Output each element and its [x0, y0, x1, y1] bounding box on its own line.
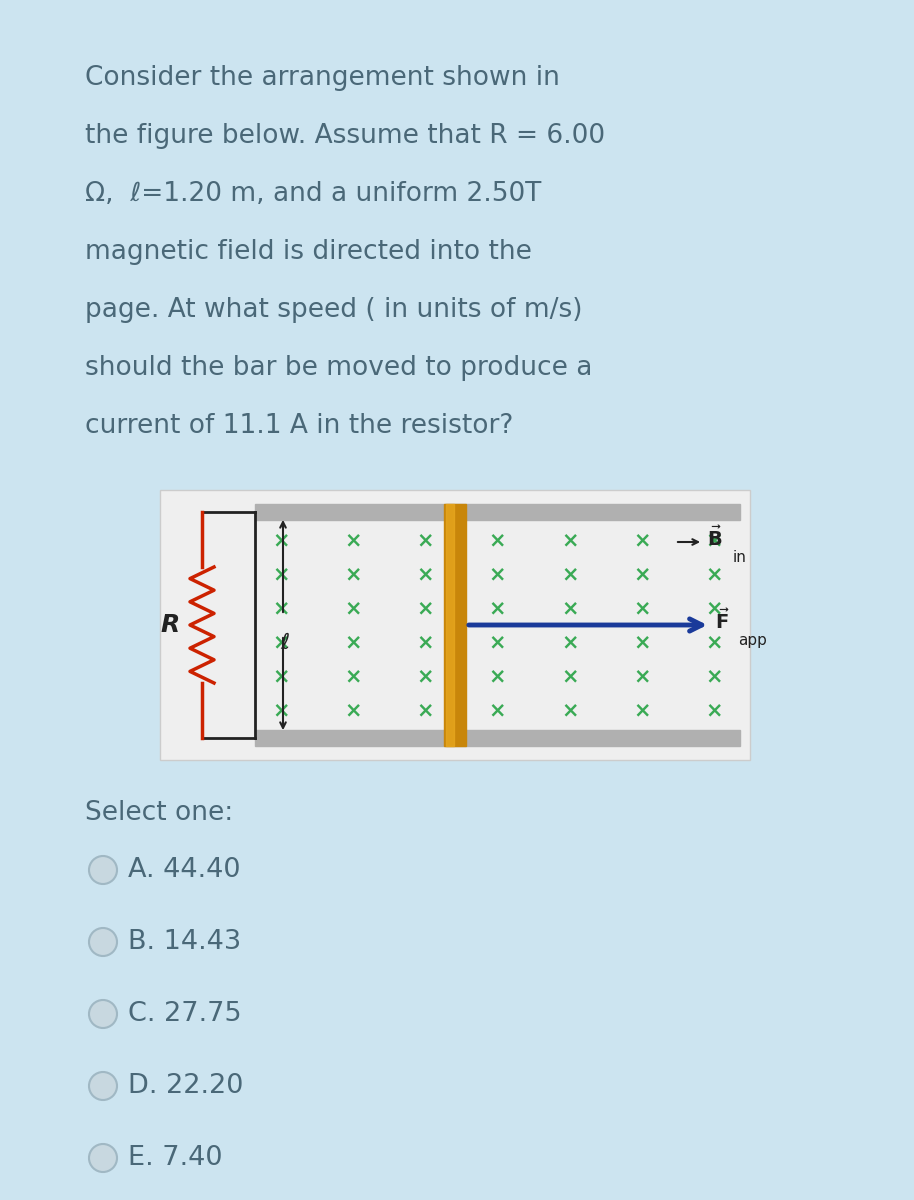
- Text: ×: ×: [417, 530, 434, 550]
- Text: ×: ×: [489, 564, 506, 584]
- Circle shape: [89, 928, 117, 956]
- Text: ×: ×: [489, 530, 506, 550]
- Text: $\mathbf{\vec{F}}$: $\mathbf{\vec{F}}$: [715, 608, 730, 634]
- Text: ×: ×: [561, 632, 579, 652]
- Text: E. 7.40: E. 7.40: [128, 1145, 222, 1171]
- Text: ×: ×: [417, 666, 434, 686]
- Text: ×: ×: [272, 632, 290, 652]
- Text: ×: ×: [345, 598, 362, 618]
- Text: in: in: [733, 550, 747, 565]
- Text: magnetic field is directed into the: magnetic field is directed into the: [85, 239, 532, 265]
- Text: ×: ×: [417, 632, 434, 652]
- Circle shape: [89, 1000, 117, 1028]
- Circle shape: [89, 1144, 117, 1172]
- Text: ×: ×: [345, 564, 362, 584]
- Text: Ω,  ℓ=1.20 m, and a uniform 2.50T: Ω, ℓ=1.20 m, and a uniform 2.50T: [85, 181, 541, 206]
- Text: B. 14.43: B. 14.43: [128, 929, 241, 955]
- Bar: [444, 504, 466, 746]
- Text: ×: ×: [633, 632, 651, 652]
- Text: ×: ×: [706, 666, 723, 686]
- Text: ×: ×: [417, 700, 434, 720]
- Text: ×: ×: [345, 666, 362, 686]
- Text: ×: ×: [561, 700, 579, 720]
- Text: ×: ×: [633, 530, 651, 550]
- Text: ×: ×: [345, 700, 362, 720]
- Text: ×: ×: [633, 666, 651, 686]
- Text: ×: ×: [633, 700, 651, 720]
- Text: ×: ×: [345, 632, 362, 652]
- Text: C. 27.75: C. 27.75: [128, 1001, 241, 1027]
- Text: ×: ×: [706, 598, 723, 618]
- Text: ×: ×: [633, 564, 651, 584]
- Text: D. 22.20: D. 22.20: [128, 1073, 243, 1099]
- Text: ×: ×: [272, 700, 290, 720]
- Text: ×: ×: [706, 564, 723, 584]
- Text: $\mathbf{\vec{B}}$: $\mathbf{\vec{B}}$: [707, 526, 722, 550]
- Circle shape: [89, 856, 117, 884]
- Text: Consider the arrangement shown in: Consider the arrangement shown in: [85, 65, 560, 91]
- Text: ×: ×: [561, 530, 579, 550]
- Text: Select one:: Select one:: [85, 800, 233, 826]
- Text: ×: ×: [272, 598, 290, 618]
- Text: R: R: [160, 613, 180, 637]
- Text: ×: ×: [489, 700, 506, 720]
- Text: page. At what speed ( in units of m/s): page. At what speed ( in units of m/s): [85, 296, 582, 323]
- Bar: [446, 504, 453, 746]
- Text: ×: ×: [417, 598, 434, 618]
- Text: ×: ×: [489, 598, 506, 618]
- Circle shape: [89, 1072, 117, 1100]
- Text: ×: ×: [272, 564, 290, 584]
- FancyBboxPatch shape: [20, 10, 894, 1190]
- Text: ℓ: ℓ: [281, 634, 290, 653]
- Text: ×: ×: [561, 666, 579, 686]
- Bar: [255, 730, 740, 746]
- Text: ×: ×: [706, 700, 723, 720]
- Text: current of 11.1 A in the resistor?: current of 11.1 A in the resistor?: [85, 413, 514, 439]
- Text: ×: ×: [561, 598, 579, 618]
- Text: ×: ×: [417, 564, 434, 584]
- Text: ×: ×: [706, 530, 723, 550]
- Text: ×: ×: [272, 530, 290, 550]
- Text: ×: ×: [489, 666, 506, 686]
- FancyBboxPatch shape: [160, 490, 750, 760]
- Text: ×: ×: [633, 598, 651, 618]
- Text: ×: ×: [561, 564, 579, 584]
- Text: A. 44.40: A. 44.40: [128, 857, 240, 883]
- Text: ×: ×: [345, 530, 362, 550]
- Text: app: app: [738, 634, 767, 648]
- Text: should the bar be moved to produce a: should the bar be moved to produce a: [85, 355, 592, 382]
- Bar: [255, 504, 740, 520]
- Text: ×: ×: [272, 666, 290, 686]
- Text: the figure below. Assume that R = 6.00: the figure below. Assume that R = 6.00: [85, 122, 605, 149]
- Text: ×: ×: [706, 632, 723, 652]
- Text: ×: ×: [489, 632, 506, 652]
